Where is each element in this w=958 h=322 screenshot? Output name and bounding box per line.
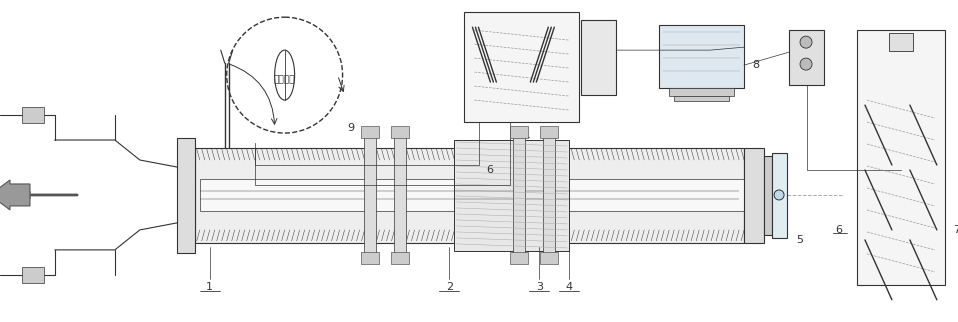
Text: 7: 7: [518, 129, 525, 139]
Circle shape: [800, 58, 812, 70]
Bar: [394, 134, 405, 257]
Bar: [360, 126, 378, 138]
Bar: [889, 33, 913, 51]
Bar: [363, 134, 376, 257]
Text: CCD: CCD: [594, 48, 603, 66]
Bar: [764, 156, 772, 235]
Bar: [789, 30, 824, 85]
Bar: [454, 140, 569, 251]
Bar: [391, 252, 408, 264]
Bar: [200, 179, 744, 211]
Text: 6: 6: [486, 165, 493, 175]
Text: 1: 1: [206, 282, 214, 292]
Text: CD: CD: [894, 40, 908, 50]
Bar: [582, 20, 616, 95]
Bar: [511, 252, 529, 264]
Circle shape: [800, 36, 812, 48]
Bar: [540, 252, 559, 264]
Bar: [857, 30, 945, 285]
Text: 3: 3: [536, 282, 543, 292]
Text: 8: 8: [753, 60, 760, 70]
Bar: [177, 138, 194, 253]
Bar: [744, 148, 764, 243]
Text: 等离子体: 等离子体: [274, 76, 295, 85]
Bar: [360, 252, 378, 264]
Text: 2: 2: [445, 282, 453, 292]
Circle shape: [774, 190, 784, 200]
Text: 9: 9: [347, 123, 354, 133]
Bar: [391, 126, 408, 138]
Bar: [674, 96, 729, 101]
Text: 6: 6: [835, 225, 842, 235]
FancyArrow shape: [0, 180, 30, 210]
Bar: [540, 126, 559, 138]
Text: 5: 5: [796, 235, 804, 245]
Text: 7: 7: [953, 225, 958, 235]
Bar: [465, 12, 580, 122]
Bar: [670, 88, 734, 96]
Bar: [772, 153, 787, 238]
Bar: [194, 148, 744, 243]
Bar: [22, 267, 44, 283]
Bar: [511, 126, 529, 138]
Bar: [659, 25, 744, 88]
Text: 4: 4: [566, 282, 573, 292]
Bar: [513, 134, 525, 257]
Bar: [543, 134, 556, 257]
Bar: [22, 107, 44, 123]
